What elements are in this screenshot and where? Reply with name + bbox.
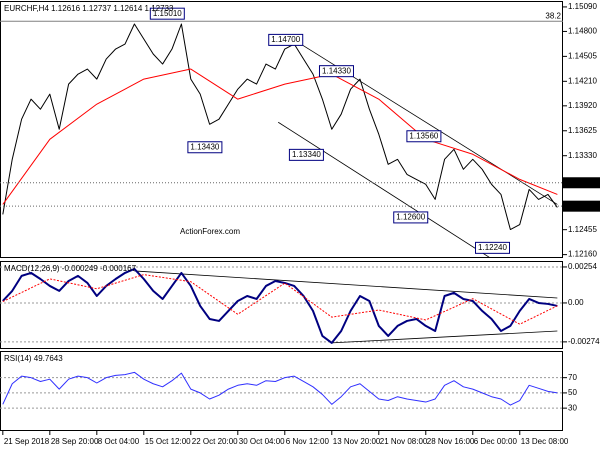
y-tick-label: 1.13330 xyxy=(568,151,597,160)
price-level-box xyxy=(563,177,600,189)
annotation-box xyxy=(393,211,429,224)
y-tick-label: 0.00254 xyxy=(568,262,597,271)
price-level-label: 1.12733 xyxy=(567,201,596,210)
y-tick-label: 1.14505 xyxy=(568,51,597,60)
x-tick-label: 6 Dec 00:00 xyxy=(474,437,518,446)
series-line xyxy=(2,267,558,344)
annotation-label: 1.14330 xyxy=(322,66,351,75)
price-level-box xyxy=(563,200,600,212)
series-line xyxy=(2,23,558,231)
panel-title: MACD(12,26,9) -0.000249 -0.000167 xyxy=(4,264,137,273)
x-tick-label: 28 Nov 16:00 xyxy=(427,437,475,446)
annotation-label: 1.12240 xyxy=(478,243,507,252)
x-tick-label: 13 Nov 20:00 xyxy=(333,437,381,446)
trendline xyxy=(331,330,558,344)
panel-title: EURCHF,H4 1.12616 1.12737 1.12614 1.1273… xyxy=(4,4,174,13)
trendline xyxy=(134,270,558,299)
y-tick-label: 70 xyxy=(568,373,577,382)
annotation-label: 1.14700 xyxy=(271,35,300,44)
x-tick-label: 22 Oct 20:00 xyxy=(192,437,238,446)
panel-frame xyxy=(0,351,563,431)
panel-title: RSI(14) 49.7643 xyxy=(4,354,63,363)
annotation-box xyxy=(475,241,511,254)
annotation-label: 1.13430 xyxy=(190,142,219,151)
y-tick-label: 0.00 xyxy=(568,298,584,307)
annotation-box xyxy=(318,65,354,78)
panel-frame xyxy=(0,261,563,349)
fib-level-label: 38.2 xyxy=(545,11,561,20)
y-tick-label: 1.14800 xyxy=(568,27,597,36)
annotation-box xyxy=(149,7,185,20)
annotation-box xyxy=(406,130,442,143)
x-tick-label: 15 Oct 12:00 xyxy=(145,437,191,446)
series-line xyxy=(2,68,558,205)
x-tick-label: 30 Oct 04:00 xyxy=(239,437,285,446)
y-tick-label: 1.12160 xyxy=(568,250,597,259)
watermark: ActionForex.com xyxy=(180,227,240,236)
y-tick-label: 1.13920 xyxy=(568,101,597,110)
x-tick-label: 13 Dec 08:00 xyxy=(521,437,569,446)
trendline xyxy=(293,39,558,205)
y-tick-label: 30 xyxy=(568,403,577,412)
annotation-label: 1.15010 xyxy=(153,9,182,18)
panel-frame xyxy=(0,1,563,258)
series-line xyxy=(2,274,558,325)
annotation-label: 1.13340 xyxy=(292,150,321,159)
x-tick-label: 28 Sep 20:00 xyxy=(51,437,99,446)
x-tick-label: 21 Nov 08:00 xyxy=(380,437,428,446)
annotation-box xyxy=(268,33,304,46)
price-level-label: 1.13010 xyxy=(567,178,596,187)
annotation-box xyxy=(288,148,324,161)
y-tick-label: 1.12455 xyxy=(568,225,597,234)
trendline xyxy=(277,121,490,258)
annotation-label: 1.12600 xyxy=(396,213,425,222)
annotation-label: 1.13560 xyxy=(409,131,438,140)
y-tick-label: -0.002747 xyxy=(568,337,600,346)
series-line xyxy=(2,371,558,406)
annotation-box xyxy=(187,141,223,154)
y-tick-label: 1.14210 xyxy=(568,76,597,85)
x-tick-label: 8 Oct 04:00 xyxy=(98,437,140,446)
y-tick-label: 1.13625 xyxy=(568,126,597,135)
y-tick-label: 1.15090 xyxy=(568,2,597,11)
x-tick-label: 21 Sep 2018 xyxy=(4,437,50,446)
x-tick-label: 6 Nov 12:00 xyxy=(286,437,330,446)
y-tick-label: 50 xyxy=(568,388,577,397)
